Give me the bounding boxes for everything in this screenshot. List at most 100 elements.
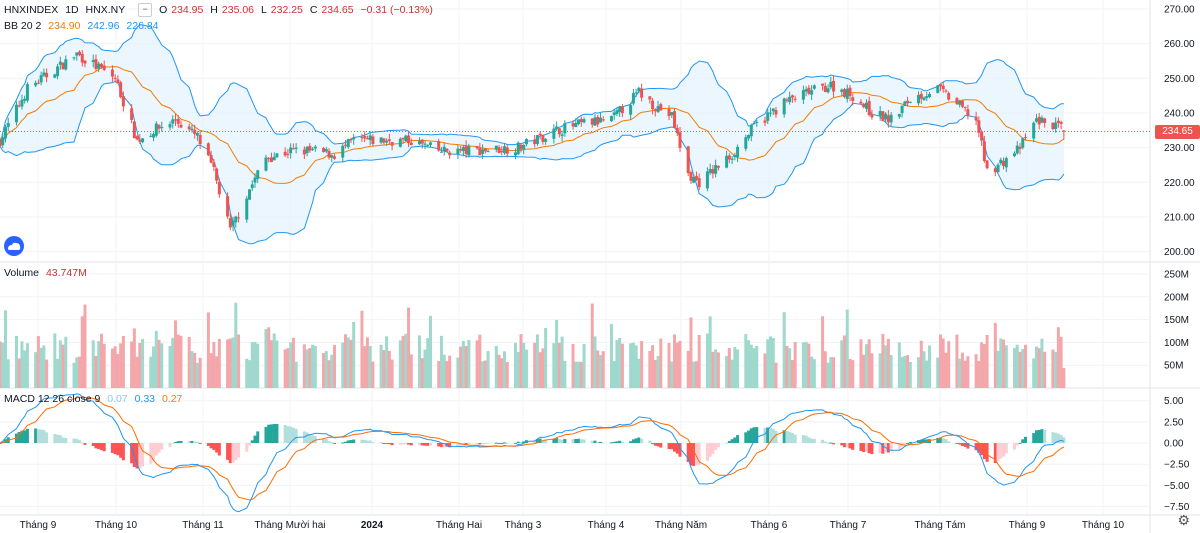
volume-bar bbox=[993, 322, 997, 388]
volume-bar bbox=[673, 334, 677, 388]
macd-hist-bar bbox=[768, 428, 772, 444]
macd-legend[interactable]: MACD 12 26 close 9 0.07 0.33 0.27 bbox=[4, 392, 186, 406]
candle-body bbox=[851, 97, 855, 101]
macd-hist-bar bbox=[497, 443, 501, 445]
candle-body bbox=[766, 112, 770, 121]
macd-hist-bar bbox=[168, 443, 172, 447]
volume-bar bbox=[56, 358, 60, 388]
volume-bar bbox=[736, 349, 740, 388]
candle-body bbox=[217, 181, 221, 195]
candle-body bbox=[878, 110, 882, 116]
candle-body bbox=[985, 160, 989, 169]
macd-hist-bar bbox=[363, 439, 367, 444]
x-tick-label: Tháng 9 bbox=[1009, 520, 1046, 531]
volume-bar bbox=[960, 352, 964, 388]
volume-bar bbox=[149, 356, 153, 388]
macd-hist-bar bbox=[807, 437, 811, 444]
macd-hist-bar bbox=[409, 443, 413, 446]
volume-bar bbox=[862, 354, 866, 388]
tradingview-cloud-icon[interactable] bbox=[4, 236, 24, 256]
macd-hist-bar bbox=[39, 429, 43, 444]
macd-hist-bar bbox=[36, 429, 40, 444]
macd-hist-bar bbox=[922, 439, 926, 444]
candle-body bbox=[23, 98, 27, 101]
candle-body bbox=[327, 150, 331, 158]
volume-bar bbox=[908, 361, 912, 388]
macd-hist-bar bbox=[609, 442, 613, 444]
volume-bar bbox=[461, 341, 465, 388]
volume-legend[interactable]: Volume 43.747M bbox=[4, 266, 91, 280]
candle-body bbox=[925, 96, 929, 98]
volume-bar bbox=[1013, 348, 1017, 388]
volume-bar bbox=[574, 361, 578, 388]
macd-hist-bar bbox=[398, 443, 402, 445]
macd-tick-label: −7.50 bbox=[1164, 502, 1190, 513]
macd-hist-bar bbox=[560, 439, 564, 444]
symbol-name[interactable]: HNXINDEX bbox=[4, 4, 59, 16]
volume-bar bbox=[840, 340, 844, 388]
macd-hist-bar bbox=[538, 438, 542, 444]
macd-hist-bar bbox=[843, 443, 847, 448]
volume-bar bbox=[618, 337, 622, 388]
candle-body bbox=[363, 136, 367, 139]
macd-hist-bar bbox=[862, 443, 866, 453]
volume-bar bbox=[102, 343, 106, 388]
close-label: C bbox=[309, 4, 318, 16]
candle-body bbox=[401, 137, 405, 140]
volume-bar bbox=[881, 333, 885, 388]
interval[interactable]: 1D bbox=[65, 4, 79, 16]
candle-body bbox=[209, 154, 213, 163]
macd-hist-bar bbox=[980, 443, 984, 456]
candle-body bbox=[248, 189, 252, 200]
candle-body bbox=[947, 92, 951, 100]
macd-hist-bar bbox=[1004, 443, 1008, 454]
candle-body bbox=[629, 105, 633, 115]
macd-hist-bar bbox=[697, 443, 701, 465]
macd-hist-bar bbox=[1018, 442, 1022, 444]
candle-body bbox=[83, 60, 87, 64]
macd-hist-bar bbox=[404, 443, 408, 445]
volume-bar bbox=[694, 361, 698, 388]
volume-bar bbox=[464, 346, 468, 388]
volume-bar bbox=[832, 357, 836, 388]
volume-bar bbox=[193, 352, 197, 388]
candle-body bbox=[1054, 122, 1058, 129]
macd-hist-bar bbox=[944, 439, 948, 444]
collapse-legend-button[interactable]: − bbox=[138, 3, 153, 18]
macd-signal-line bbox=[0, 396, 1065, 501]
gear-icon[interactable]: ⚙ bbox=[1177, 512, 1190, 528]
volume-bar bbox=[209, 353, 213, 388]
macd-hist-bar bbox=[56, 434, 60, 444]
volume-bar bbox=[138, 342, 142, 388]
volume-bar bbox=[1040, 338, 1044, 388]
volume-bar bbox=[45, 359, 49, 388]
candle-body bbox=[97, 63, 101, 69]
macd-hist-value: 0.07 bbox=[107, 393, 128, 405]
candle-body bbox=[634, 92, 638, 94]
macd-hist-bar bbox=[938, 437, 942, 444]
candle-body bbox=[697, 178, 701, 188]
bb-legend[interactable]: BB 20 2 234.90 242.96 226.84 bbox=[4, 19, 163, 33]
macd-hist-bar bbox=[727, 440, 731, 444]
volume-bar bbox=[42, 345, 46, 388]
macd-hist-bar bbox=[552, 438, 556, 444]
candle-body bbox=[601, 119, 605, 121]
volume-bar bbox=[903, 355, 907, 388]
macd-name: MACD 12 26 close 9 bbox=[4, 393, 101, 405]
candle-body bbox=[119, 82, 123, 98]
candle-body bbox=[533, 139, 537, 145]
candle-body bbox=[538, 133, 542, 136]
volume-bar bbox=[670, 361, 674, 388]
macd-hist-bar bbox=[365, 440, 369, 444]
volume-bar bbox=[999, 338, 1003, 388]
volume-bar bbox=[774, 362, 778, 388]
macd-hist-bar bbox=[651, 443, 655, 445]
macd-hist-bar bbox=[152, 443, 156, 461]
macd-hist-bar bbox=[160, 443, 164, 450]
macd-hist-bar bbox=[286, 426, 290, 444]
macd-hist-bar bbox=[215, 443, 219, 453]
candle-body bbox=[582, 119, 586, 123]
candle-body bbox=[656, 106, 660, 113]
volume-bar bbox=[1054, 351, 1058, 388]
